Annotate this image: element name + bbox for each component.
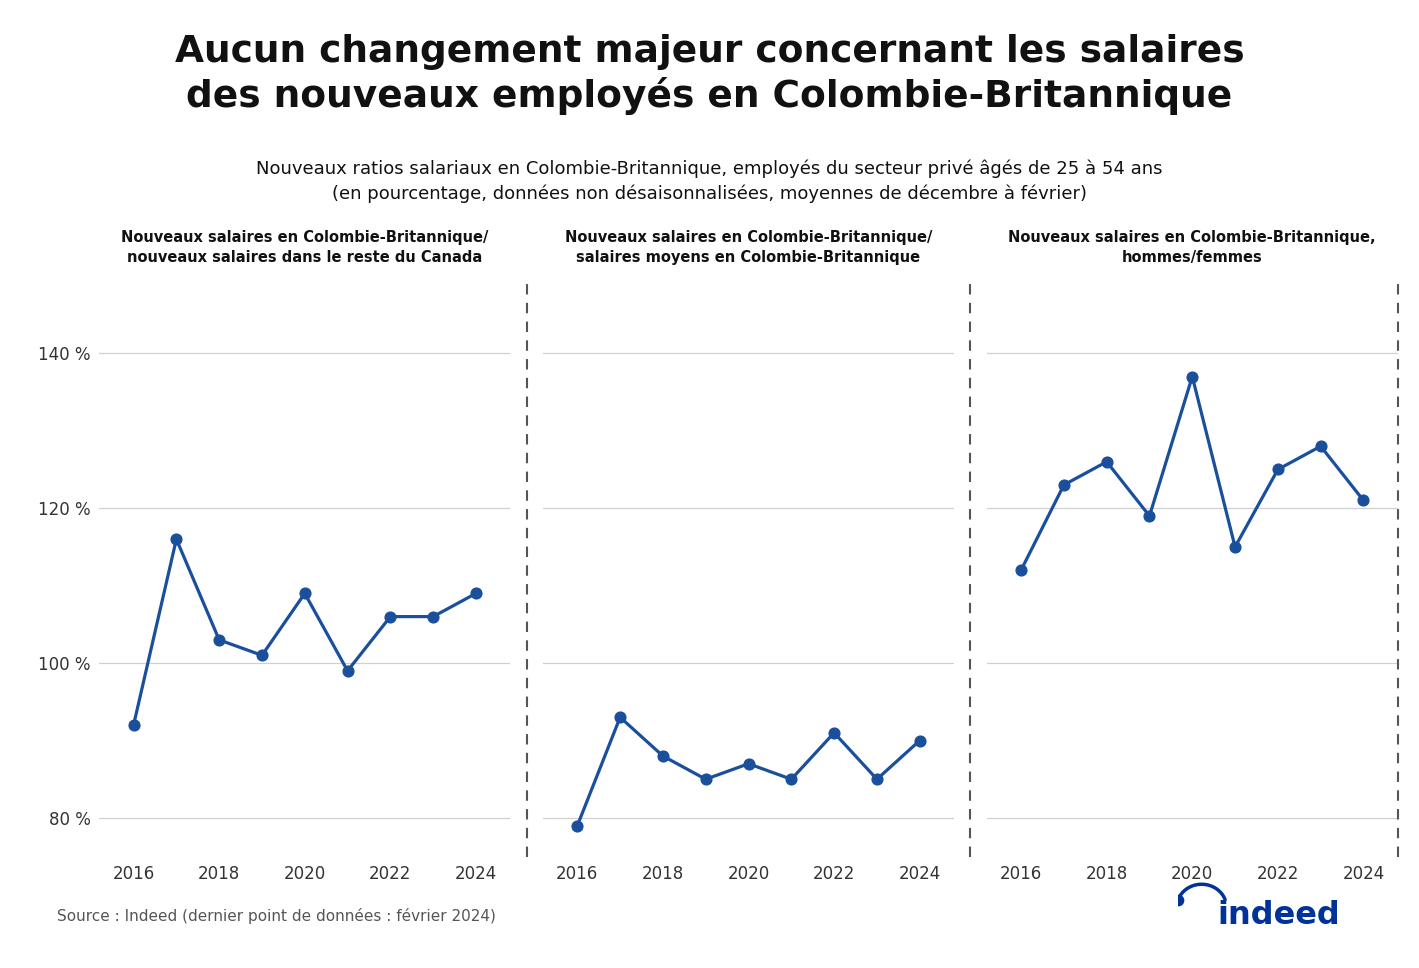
Point [379,609,402,624]
Point [908,733,931,748]
Point [1352,493,1375,508]
Point [780,771,803,787]
Point [1310,439,1332,454]
Point [1053,477,1076,493]
Point [566,818,589,833]
Text: Source : Indeed (dernier point de données : février 2024): Source : Indeed (dernier point de donnée… [57,908,495,924]
Point [651,748,674,764]
Point [251,648,274,663]
Point [694,771,717,787]
Point [1223,539,1246,555]
Point [464,586,487,601]
Point [736,756,759,771]
Point [1010,562,1033,578]
Point [1267,462,1290,477]
Point [122,717,145,733]
Title: Nouveaux salaires en Colombie-Britannique,
hommes/femmes: Nouveaux salaires en Colombie-Britanniqu… [1009,229,1376,265]
Point [207,632,230,648]
Text: Nouveaux ratios salariaux en Colombie-Britannique, employés du secteur privé âgé: Nouveaux ratios salariaux en Colombie-Br… [257,160,1162,203]
Point [421,609,444,624]
Point [609,710,631,725]
Title: Nouveaux salaires en Colombie-Britannique/
nouveaux salaires dans le reste du Ca: Nouveaux salaires en Colombie-Britanniqu… [121,229,488,265]
Point [1181,369,1203,384]
Point [1166,892,1189,907]
Point [1138,508,1161,524]
Point [294,586,316,601]
Text: Aucun changement majeur concernant les salaires
des nouveaux employés en Colombi: Aucun changement majeur concernant les s… [175,34,1244,115]
Title: Nouveaux salaires en Colombie-Britannique/
salaires moyens en Colombie-Britanniq: Nouveaux salaires en Colombie-Britanniqu… [565,229,932,265]
Point [823,725,846,741]
Point [165,531,187,547]
Point [1095,454,1118,469]
Point [866,771,888,787]
Point [336,663,359,679]
Text: indeed: indeed [1218,900,1341,931]
